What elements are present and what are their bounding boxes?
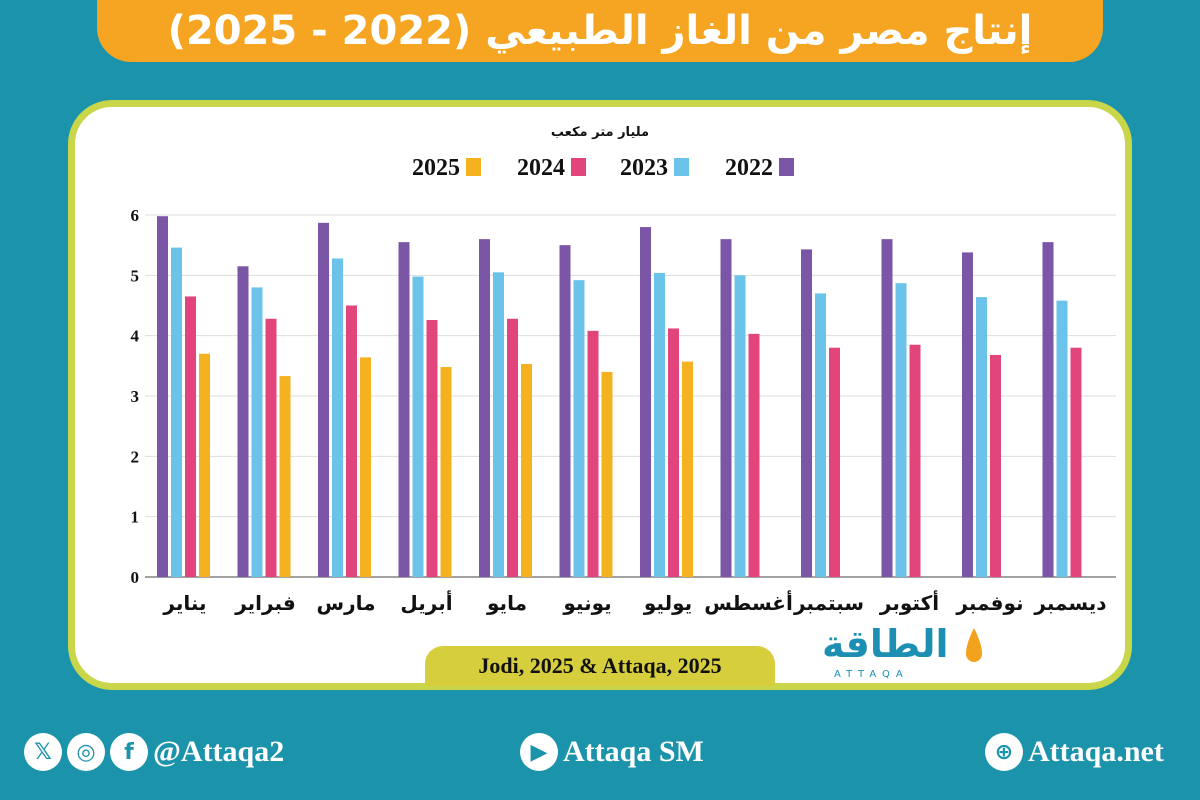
- instagram-icon[interactable]: ◎: [67, 733, 105, 771]
- bar: [279, 376, 291, 577]
- youtube-icon[interactable]: ▶: [520, 733, 558, 771]
- bar: [895, 283, 907, 577]
- bar: [346, 305, 357, 577]
- youtube-text[interactable]: Attaqa SM: [563, 735, 704, 768]
- bar: [1056, 300, 1068, 577]
- bar: [1070, 347, 1082, 577]
- bar: [251, 287, 263, 577]
- facebook-icon[interactable]: f: [110, 733, 148, 771]
- attaqa-logo: الطاقة ATTAQA: [822, 622, 990, 684]
- bar: [881, 239, 893, 577]
- x-tick-label: يناير: [162, 591, 206, 615]
- bar: [587, 330, 599, 577]
- y-tick-label: 1: [131, 508, 140, 527]
- bar: [573, 280, 585, 577]
- bar: [990, 354, 1001, 577]
- bar: [815, 293, 826, 577]
- chart-card: [68, 100, 1132, 690]
- logo-arabic-text: الطاقة: [822, 622, 949, 666]
- legend-swatch: [571, 158, 586, 176]
- x-tick-label: فبراير: [234, 591, 296, 615]
- social-handle-text[interactable]: @Attaqa2: [153, 735, 285, 768]
- x-tick-label: أبريل: [400, 589, 452, 615]
- bar: [507, 318, 518, 577]
- bar: [559, 245, 571, 577]
- social-handles: 𝕏 ◎ f @Attaqa2: [24, 733, 284, 771]
- bar: [440, 367, 452, 577]
- x-tick-label: مايو: [486, 591, 527, 615]
- bar: [360, 357, 371, 577]
- bar: [199, 353, 210, 577]
- bar: [654, 272, 665, 577]
- bar: [829, 347, 840, 577]
- bar: [171, 247, 182, 577]
- bar: [332, 258, 343, 577]
- x-tick-label: نوفمبر: [955, 591, 1023, 615]
- bar: [909, 344, 921, 577]
- legend-label: 2022: [725, 155, 773, 181]
- y-tick-label: 5: [131, 266, 140, 285]
- source-text: Jodi, 2025 & Attaqa, 2025: [478, 653, 722, 678]
- y-tick-label: 2: [131, 447, 140, 466]
- x-tick-label: ديسمبر: [1033, 591, 1106, 615]
- bar: [734, 275, 746, 577]
- title-banner: إنتاج مصر من الغاز الطبيعي (2022 - 2025): [97, 0, 1103, 62]
- legend-swatch: [466, 158, 481, 176]
- x-tick-label: مارس: [316, 591, 375, 615]
- y-tick-label: 6: [131, 206, 140, 225]
- x-tick-label: يونيو: [562, 591, 611, 615]
- bar: [801, 249, 812, 577]
- x-tick-label: سبتمبر: [793, 591, 864, 615]
- unit-label: مليار متر مكعب: [551, 125, 649, 140]
- bar: [398, 242, 410, 577]
- bar: [237, 266, 249, 577]
- bar: [1042, 242, 1054, 577]
- bar: [479, 239, 490, 577]
- website-link: ⊕ Attaqa.net: [985, 733, 1164, 771]
- globe-icon[interactable]: ⊕: [985, 733, 1023, 771]
- bar: [682, 361, 693, 577]
- bar: [412, 276, 424, 577]
- bar: [976, 297, 987, 577]
- youtube-channel: ▶ Attaqa SM: [520, 733, 704, 771]
- bar: [493, 272, 504, 577]
- x-icon[interactable]: 𝕏: [24, 733, 62, 771]
- legend-label: 2023: [620, 155, 668, 181]
- bar: [601, 371, 613, 577]
- logo-latin-text: ATTAQA: [834, 669, 909, 680]
- bar: [157, 216, 168, 577]
- chart-title: إنتاج مصر من الغاز الطبيعي (2022 - 2025): [167, 8, 1033, 54]
- bar: [640, 227, 651, 578]
- legend-label: 2024: [517, 155, 565, 181]
- bar: [668, 328, 679, 577]
- bar: [521, 364, 532, 577]
- bar: [185, 296, 196, 577]
- legend-swatch: [674, 158, 689, 176]
- source-label: Jodi, 2025 & Attaqa, 2025: [425, 646, 775, 686]
- footer: 𝕏 ◎ f @Attaqa2 ▶ Attaqa SM ⊕ Attaqa.net: [0, 725, 1200, 785]
- x-tick-label: يوليو: [643, 591, 692, 615]
- bar: [265, 318, 277, 577]
- legend-swatch: [779, 158, 794, 176]
- x-tick-label: أكتوبر: [879, 589, 939, 615]
- x-tick-label: أغسطس: [704, 589, 793, 615]
- website-text[interactable]: Attaqa.net: [1028, 735, 1164, 768]
- y-tick-label: 0: [131, 568, 140, 587]
- y-tick-label: 3: [131, 387, 140, 406]
- bar: [720, 239, 732, 577]
- y-tick-label: 4: [131, 327, 140, 346]
- bar: [748, 333, 760, 577]
- drop-icon: [966, 628, 982, 662]
- legend-label: 2025: [412, 155, 460, 181]
- bar: [962, 252, 973, 577]
- bar: [318, 222, 329, 578]
- bar: [426, 319, 438, 577]
